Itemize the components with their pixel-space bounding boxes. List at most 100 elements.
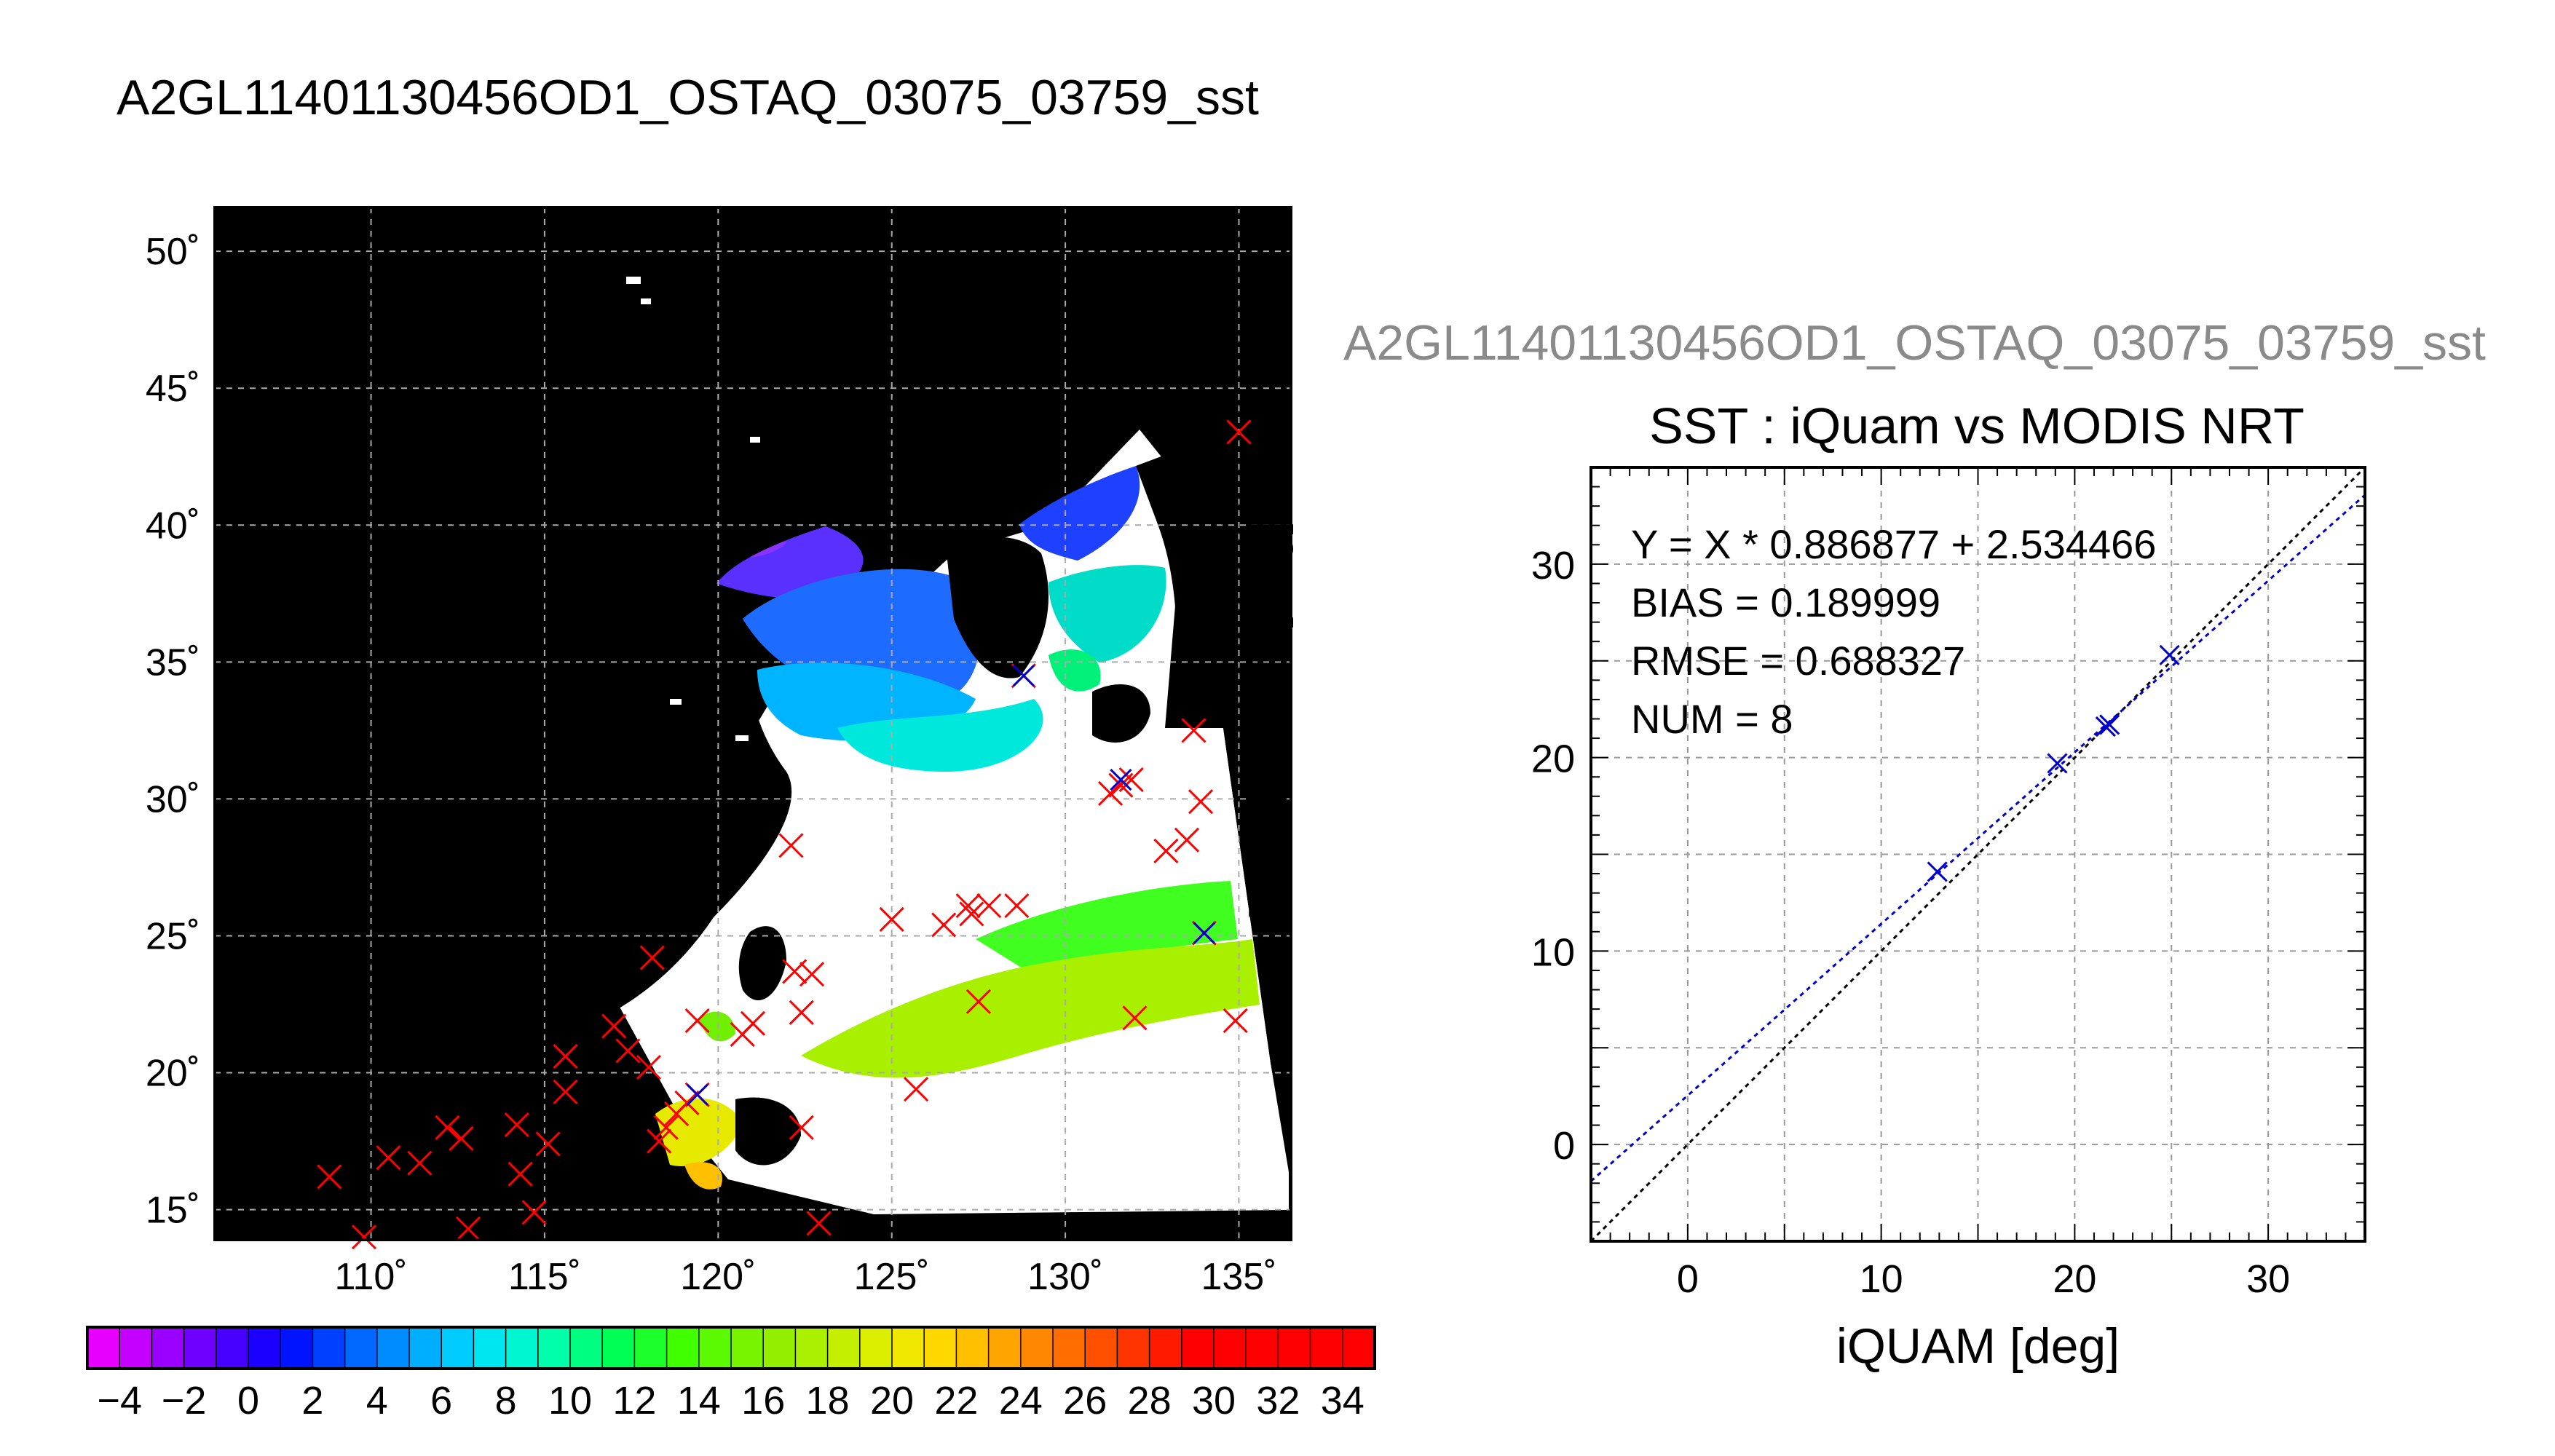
colorbar-tick-labels: −4 −2 0 2 4 6 8 10 12 14 16 18 20 22 24 26 28 30 32 34 xyxy=(97,1379,1364,1423)
match-point-marker xyxy=(535,1131,561,1157)
colorbar-tick-label: 10 xyxy=(548,1379,592,1423)
map-y-tick-label: 40˚ xyxy=(146,505,200,547)
scatter-points xyxy=(1927,644,2180,882)
cloud-fragment xyxy=(641,298,651,304)
colorbar-cells xyxy=(87,1327,1375,1369)
map-x-tick-label: 115˚ xyxy=(508,1256,581,1298)
colorbar-cell xyxy=(151,1327,185,1369)
south-sea-yellowgreen xyxy=(801,939,1260,1078)
no-data-east xyxy=(1169,207,1291,1172)
map-frame xyxy=(213,206,1292,1241)
colorbar-tick-label: 18 xyxy=(806,1379,850,1423)
match-point-marker xyxy=(799,962,825,987)
fit-line xyxy=(1591,494,2365,1182)
match-point-marker xyxy=(601,1013,627,1039)
colorbar-cell xyxy=(216,1327,249,1369)
match-point-marker xyxy=(806,1211,832,1236)
taiwan-strait-green xyxy=(699,1011,735,1042)
taiwan-land xyxy=(738,926,786,1001)
colorbar-cell xyxy=(634,1327,668,1369)
kuroshio-green xyxy=(976,881,1238,976)
colorbar-cell xyxy=(988,1327,1022,1369)
scatter-file-title: A2GL11401130456OD1_OSTAQ_03075_03759_sst xyxy=(1343,315,2486,371)
scatter-x-tick-label: 0 xyxy=(1677,1257,1699,1301)
scatter-point xyxy=(1927,861,1948,882)
east-china-sea-cyan xyxy=(837,699,1043,772)
scatter-point xyxy=(2159,644,2180,665)
highlight-point-marker xyxy=(1193,922,1215,944)
colorbar-tick-label: 4 xyxy=(366,1379,388,1423)
south-sea-orange xyxy=(684,1162,722,1190)
match-point-marker xyxy=(504,1112,529,1138)
match-point-marker xyxy=(1118,767,1144,793)
cloud-fragment xyxy=(626,277,641,284)
cloud-fragment xyxy=(735,735,749,741)
korea-land xyxy=(947,537,1049,678)
map-x-tick-label: 125˚ xyxy=(854,1256,930,1298)
colorbar-tick-label: 22 xyxy=(934,1379,978,1423)
map-y-tick-label: 15˚ xyxy=(146,1190,200,1232)
map-x-tick-label: 120˚ xyxy=(680,1256,756,1298)
match-point-marker xyxy=(1181,718,1207,743)
scatter-x-tick-label: 20 xyxy=(2053,1257,2096,1301)
page-title: A2GL11401130456OD1_OSTAQ_03075_03759_sst xyxy=(117,70,1259,125)
match-point-marker xyxy=(653,1115,679,1140)
colorbar-cell xyxy=(119,1327,152,1369)
map-y-tick-label: 25˚ xyxy=(146,915,200,957)
colorbar-tick-label: 28 xyxy=(1128,1379,1172,1423)
highlight-point-marker xyxy=(1110,769,1132,791)
map-x-tick-label: 135˚ xyxy=(1201,1256,1276,1298)
scatter-y-tick-label: 10 xyxy=(1531,930,1575,974)
cloud-fragment xyxy=(750,437,760,443)
colorbar-cell xyxy=(441,1327,474,1369)
map-x-tick-label: 130˚ xyxy=(1027,1256,1103,1298)
colorbar-cell xyxy=(1181,1327,1215,1369)
colorbar-frame xyxy=(86,1326,1376,1370)
colorbar-cell xyxy=(1214,1327,1247,1369)
scatter-y-tick-label: 20 xyxy=(1531,737,1575,781)
stat-rmse: RMSE = 0.688327 xyxy=(1631,638,1966,684)
map-y-tick-label: 35˚ xyxy=(146,641,200,684)
colorbar-cell xyxy=(795,1327,829,1369)
match-point-marker xyxy=(521,1200,547,1225)
highlight-point-marker xyxy=(1012,665,1035,687)
colorbar-tick-label: 34 xyxy=(1321,1379,1365,1423)
kyushu-land xyxy=(1092,684,1150,743)
identity-line xyxy=(1591,467,2365,1241)
colorbar-cell xyxy=(602,1327,635,1369)
match-point-marker xyxy=(959,901,984,927)
colorbar-cell xyxy=(666,1327,700,1369)
match-point-marker xyxy=(1174,827,1200,852)
colorbar-cell xyxy=(731,1327,764,1369)
match-point-marker xyxy=(1004,893,1030,919)
match-point-marker xyxy=(639,945,665,970)
scatter-grid xyxy=(1591,467,2365,1241)
map-match-markers xyxy=(317,419,1252,1250)
colorbar-tick-label: 0 xyxy=(237,1379,259,1423)
hainan-land xyxy=(735,1097,801,1166)
colorbar-cell xyxy=(376,1327,410,1369)
match-point-marker xyxy=(407,1150,433,1176)
colorbar-tick-label: 16 xyxy=(741,1379,785,1423)
scatter-y-tick-label: 30 xyxy=(1531,544,1575,587)
match-point-marker xyxy=(615,1038,641,1064)
scatter-x-tick-label: 30 xyxy=(2246,1257,2290,1301)
colorbar-cell xyxy=(87,1327,120,1369)
map-y-tick-label: 20˚ xyxy=(146,1053,200,1095)
colorbar-cell xyxy=(409,1327,442,1369)
match-point-marker xyxy=(1223,1008,1248,1034)
colorbar-cell xyxy=(859,1327,893,1369)
match-point-marker xyxy=(904,1077,929,1102)
match-point-marker xyxy=(1122,1005,1148,1031)
scatter-point xyxy=(2095,716,2116,737)
japan-sea-blue xyxy=(1019,466,1140,561)
colorbar-cell xyxy=(183,1327,217,1369)
scatter-title: SST : iQuam vs MODIS NRT xyxy=(1649,397,2305,454)
match-point-marker xyxy=(435,1115,460,1140)
match-point-marker xyxy=(674,1090,700,1115)
match-point-marker xyxy=(455,1216,481,1242)
match-point-marker xyxy=(508,1161,533,1187)
colorbar-tick-label: 14 xyxy=(677,1379,721,1423)
map-swath-layer xyxy=(215,207,1291,1238)
